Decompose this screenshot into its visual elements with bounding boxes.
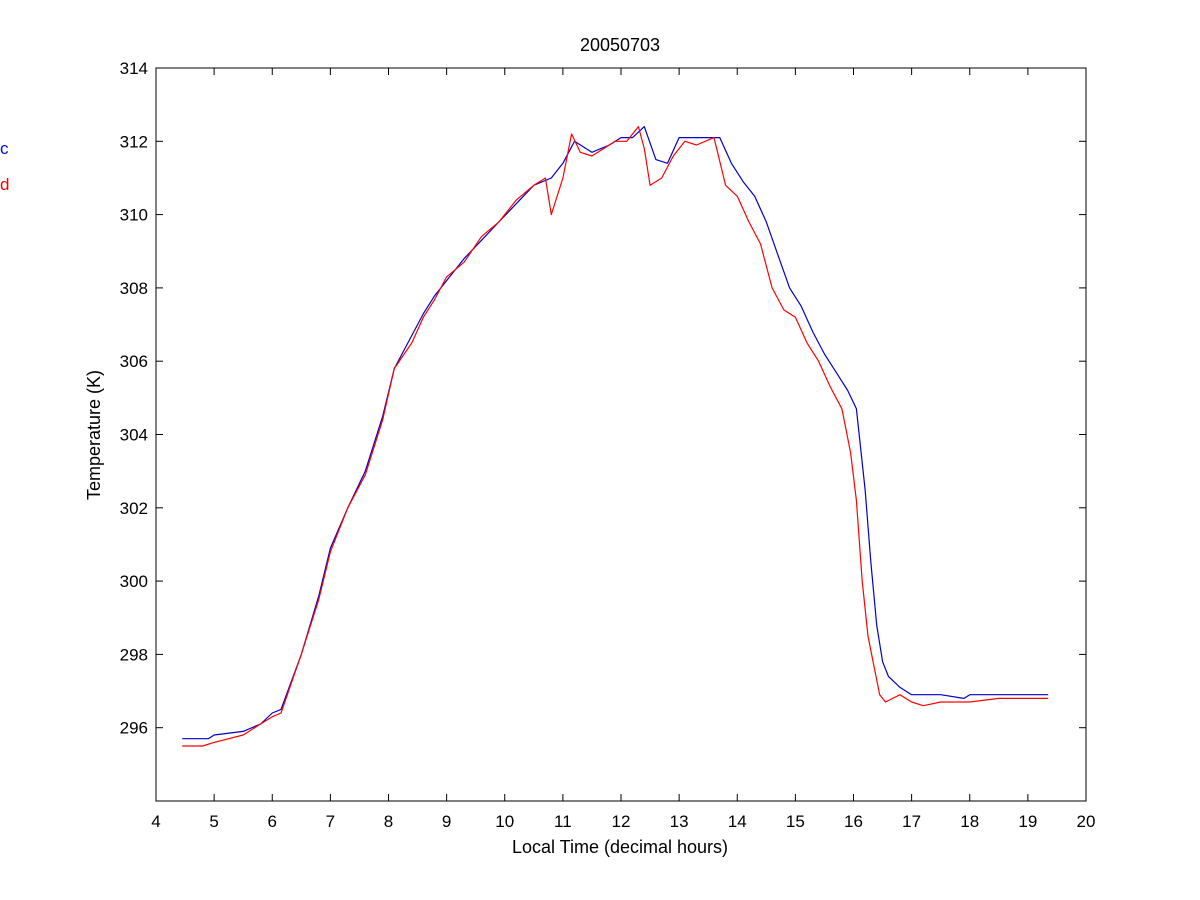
x-tick-label: 14 xyxy=(728,812,747,831)
x-axis-label: Local Time (decimal hours) xyxy=(512,837,728,857)
x-tick-label: 8 xyxy=(384,812,393,831)
x-tick-label: 6 xyxy=(268,812,277,831)
x-tick-label: 9 xyxy=(442,812,451,831)
x-tick-label: 18 xyxy=(960,812,979,831)
y-tick-label: 314 xyxy=(120,59,148,78)
y-axis-label: Temperature (K) xyxy=(84,370,104,500)
plot-area: 4 5 6 7 8 9 10 11 12 13 14 15 16 17 18 19 20 296 298 300 302… xyxy=(120,59,1096,831)
x-tick-label: 5 xyxy=(209,812,218,831)
x-tick-label: 17 xyxy=(902,812,921,831)
x-tick-label: 20 xyxy=(1077,812,1096,831)
chart-title: 20050703 xyxy=(580,35,660,55)
y-tick-label: 298 xyxy=(120,645,148,664)
x-tick-label: 19 xyxy=(1018,812,1037,831)
axes-box xyxy=(155,67,1087,802)
y-tick-label: 308 xyxy=(120,279,148,298)
x-tick-label: 13 xyxy=(670,812,689,831)
series-line-2 xyxy=(182,125,1049,747)
x-tick-label: 12 xyxy=(612,812,631,831)
x-tick-label: 11 xyxy=(554,812,572,831)
x-tick-label: 4 xyxy=(151,812,160,831)
x-tick-label: 16 xyxy=(844,812,863,831)
x-tick-label: 15 xyxy=(786,812,805,831)
series-line-1 xyxy=(182,125,1049,740)
legend-fragment-2: d xyxy=(0,175,9,194)
y-tick-label: 304 xyxy=(120,426,148,445)
y-tick-label: 296 xyxy=(120,719,148,738)
legend-fragments: cd xyxy=(0,139,9,194)
y-tick-label: 312 xyxy=(120,132,148,151)
x-tick-label: 10 xyxy=(495,812,514,831)
legend-fragment-1: c xyxy=(0,139,9,158)
y-tick-label: 306 xyxy=(120,352,148,371)
y-tick-label: 310 xyxy=(120,206,148,225)
y-tick-label: 302 xyxy=(120,499,148,518)
x-tick-label: 7 xyxy=(326,812,335,831)
y-tick-label: 300 xyxy=(120,572,148,591)
